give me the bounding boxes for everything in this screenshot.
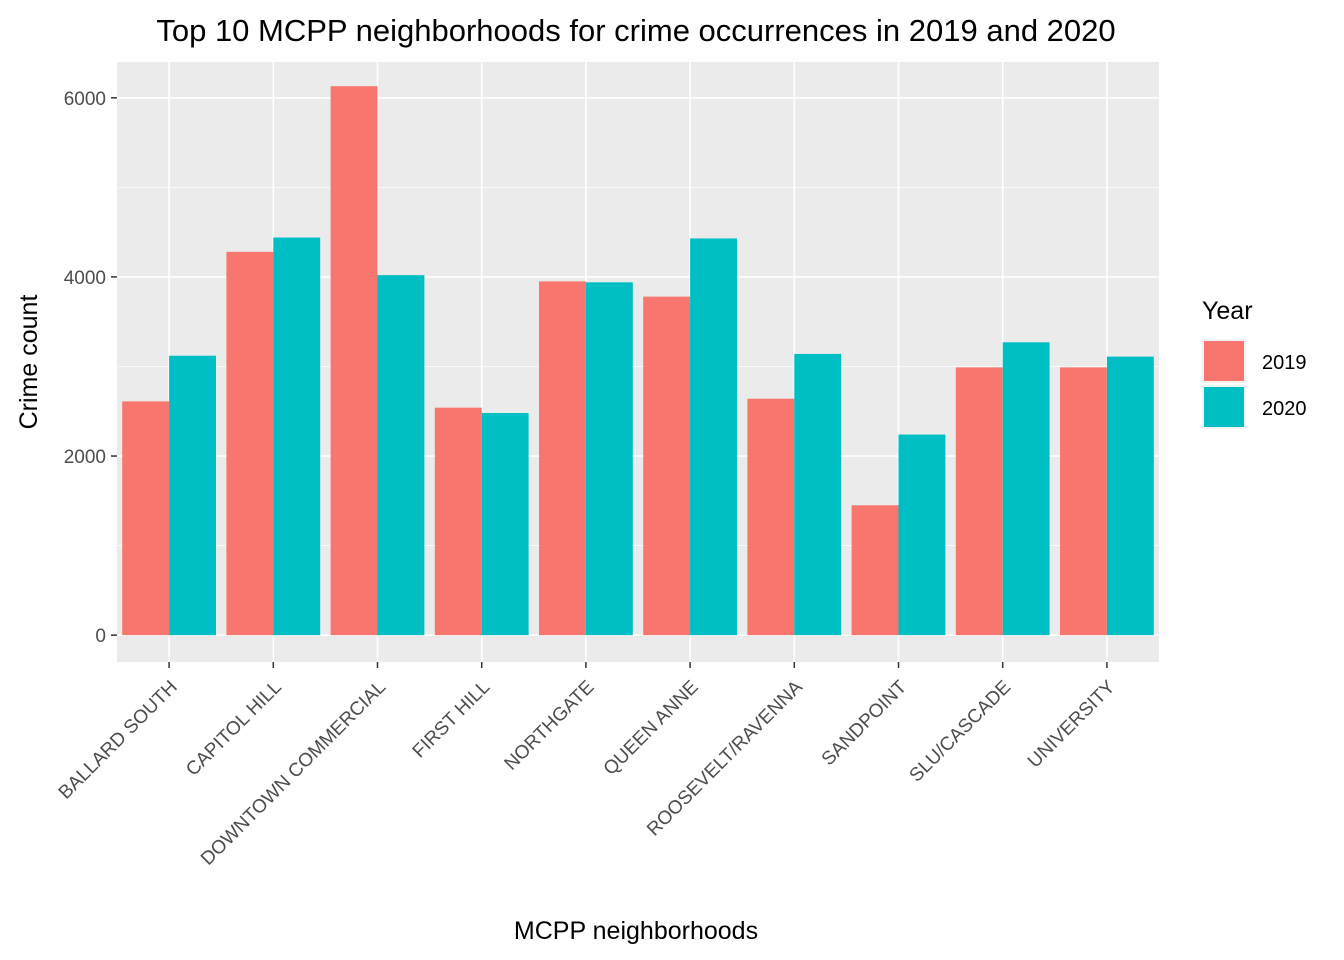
bar — [851, 505, 899, 636]
bar — [1060, 367, 1107, 636]
x-tick-label: BALLARD SOUTH — [55, 677, 182, 804]
legend: Year 2019 2020 — [1202, 297, 1307, 429]
legend-label: 2019 — [1262, 352, 1307, 374]
y-tick-label: 6000 — [64, 89, 106, 110]
y-tick-label: 0 — [95, 626, 106, 647]
bar — [330, 86, 378, 636]
bar — [747, 398, 795, 636]
bars — [122, 86, 1154, 636]
bar — [539, 281, 586, 636]
x-tick-label: SANDPOINT — [818, 676, 912, 770]
x-tick-label: UNIVERSITY — [1024, 677, 1120, 773]
bar — [434, 407, 482, 636]
y-tick-label: 4000 — [64, 268, 106, 289]
bar — [1106, 356, 1154, 636]
bar — [169, 355, 216, 636]
bar — [585, 282, 633, 636]
bar — [794, 353, 842, 636]
x-tick-label: CAPITOL HILL — [182, 677, 286, 781]
legend-label: 2020 — [1262, 398, 1307, 420]
bar — [226, 251, 274, 636]
x-tick-label: QUEEN ANNE — [600, 677, 703, 780]
y-axis-title: Crime count — [15, 295, 43, 430]
legend-title: Year — [1202, 297, 1253, 325]
bar — [1002, 342, 1050, 636]
bar — [481, 413, 529, 636]
x-axis-title: MCPP neighborhoods — [514, 917, 758, 945]
bar — [898, 434, 946, 636]
y-axis: 0 2000 4000 6000 — [64, 89, 117, 647]
chart-title: Top 10 MCPP neighborhoods for crime occu… — [156, 13, 1115, 48]
bar — [273, 237, 321, 636]
x-tick-label: FIRST HILL — [409, 677, 495, 763]
bar — [690, 238, 737, 636]
bar — [955, 367, 1003, 636]
legend-swatch — [1204, 387, 1244, 427]
y-tick-label: 2000 — [64, 447, 106, 468]
x-tick-label: DOWNTOWN COMMERCIAL — [197, 677, 390, 870]
legend-swatch — [1204, 341, 1244, 381]
bar — [377, 275, 425, 636]
x-tick-label: NORTHGATE — [501, 677, 599, 775]
x-tick-label: SLU/CASCADE — [906, 677, 1016, 787]
bar — [122, 401, 170, 636]
bar — [643, 296, 691, 636]
